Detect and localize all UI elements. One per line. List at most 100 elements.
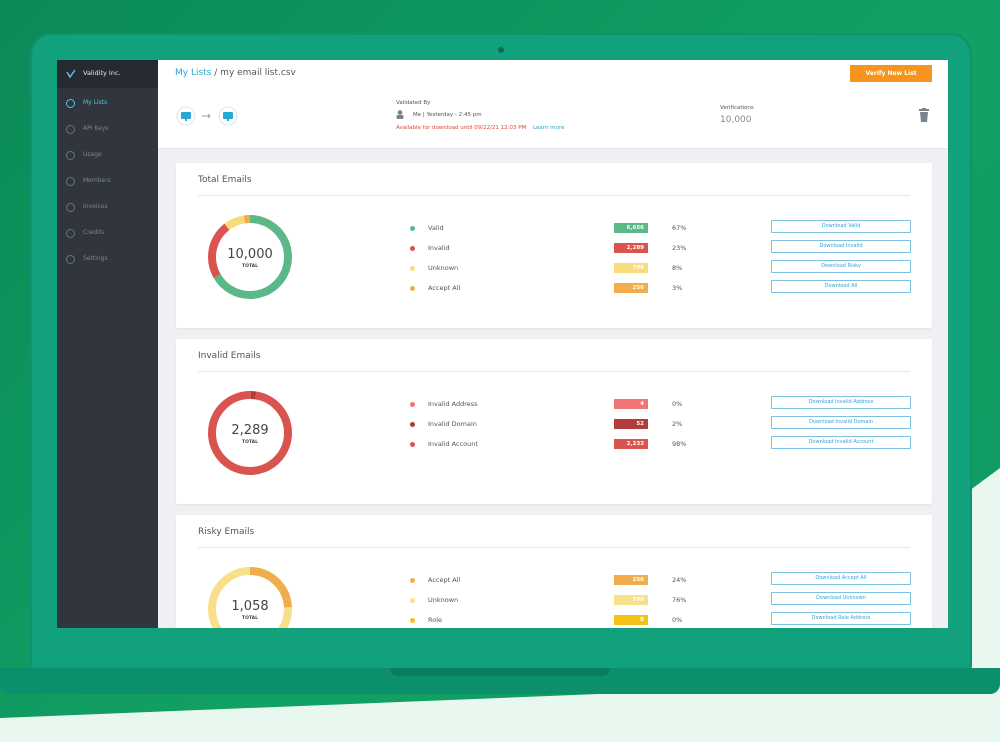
count-badge: 2,233 bbox=[614, 439, 648, 449]
donut-total-caption: TOTAL bbox=[242, 440, 258, 445]
legend-dot bbox=[410, 266, 415, 271]
donut-total-caption: TOTAL bbox=[242, 616, 258, 621]
donut-total: 1,058 bbox=[231, 599, 269, 614]
download-button[interactable]: Download All bbox=[771, 280, 911, 293]
download-button[interactable]: Download Invalid Domain bbox=[771, 416, 911, 429]
donut-total: 2,289 bbox=[231, 423, 269, 438]
menu-icon bbox=[66, 177, 75, 186]
breadcrumb-separator: / bbox=[214, 68, 218, 78]
validated-by: Me | Yesterday - 2:45 pm bbox=[413, 112, 482, 118]
download-button[interactable]: Download Accept All bbox=[771, 572, 911, 585]
header: My Lists / my email list.csv Verify New … bbox=[158, 60, 948, 89]
menu-item[interactable]: Settings bbox=[57, 251, 158, 269]
donut-segment bbox=[208, 215, 292, 299]
menu-icon bbox=[66, 99, 75, 108]
row-label: Accept All bbox=[428, 284, 461, 292]
laptop-notch bbox=[390, 668, 610, 676]
menu-label: Invoices bbox=[83, 203, 108, 210]
row-label: Invalid Account bbox=[428, 440, 478, 448]
count-badge: 799 bbox=[614, 595, 648, 605]
count-badge: 256 bbox=[614, 283, 648, 293]
count-badge: 0 bbox=[614, 615, 648, 625]
validated-label: Validated By bbox=[396, 100, 431, 106]
count-badge: 52 bbox=[614, 419, 648, 429]
count-badge: 4 bbox=[614, 399, 648, 409]
breadcrumb: My Lists / my email list.csv bbox=[175, 68, 296, 78]
card-title: Total Emails bbox=[198, 175, 252, 185]
count-badge: 799 bbox=[614, 263, 648, 273]
menu-item[interactable]: My Lists bbox=[57, 95, 158, 113]
donut-segment bbox=[208, 391, 292, 475]
card: Risky Emails 1,058 TOTAL Accept All 256 24% Do… bbox=[176, 515, 932, 628]
row-label: Valid bbox=[428, 224, 444, 232]
donut-total: 10,000 bbox=[227, 247, 273, 262]
card: Total Emails 10,000 TOTAL Valid 6,656 67% Down… bbox=[176, 163, 932, 328]
download-button[interactable]: Download Invalid Address bbox=[771, 396, 911, 409]
legend-dot bbox=[410, 226, 415, 231]
menu-item[interactable]: Members bbox=[57, 173, 158, 191]
menu-icon bbox=[66, 229, 75, 238]
menu-label: Settings bbox=[83, 255, 108, 262]
legend-dot bbox=[410, 578, 415, 583]
legend-dot bbox=[410, 442, 415, 447]
card-rule bbox=[198, 547, 910, 548]
menu-item[interactable]: API Keys bbox=[57, 121, 158, 139]
download-button[interactable]: Download Unknown bbox=[771, 592, 911, 605]
screen: Validity Inc. My Lists API Keys Usage Membe… bbox=[57, 60, 948, 628]
percent: 98% bbox=[672, 440, 687, 448]
donut-segment bbox=[208, 567, 292, 628]
trash-icon[interactable] bbox=[918, 108, 930, 122]
percent: 24% bbox=[672, 576, 687, 584]
row-label: Accept All bbox=[428, 576, 461, 584]
expiry-note: Available for download until 09/22/21 12… bbox=[396, 125, 527, 131]
menu-item[interactable]: Invoices bbox=[57, 199, 158, 217]
download-button[interactable]: Download Risky bbox=[771, 260, 911, 273]
card-title: Risky Emails bbox=[198, 527, 255, 537]
brand-bar: Validity Inc. bbox=[57, 60, 158, 88]
download-button[interactable]: Download Valid bbox=[771, 220, 911, 233]
brand-name: Validity Inc. bbox=[83, 69, 121, 77]
legend-dot bbox=[410, 402, 415, 407]
percent: 3% bbox=[672, 284, 683, 292]
row-label: Invalid Domain bbox=[428, 420, 477, 428]
menu-item[interactable]: Credits bbox=[57, 225, 158, 243]
menu-label: Credits bbox=[83, 229, 105, 236]
verifications-count: 10,000 bbox=[720, 115, 752, 125]
menu-label: My Lists bbox=[83, 99, 108, 106]
card: Invalid Emails 2,289 TOTAL Invalid Address 4… bbox=[176, 339, 932, 504]
menu-icon bbox=[66, 125, 75, 134]
breadcrumb-root[interactable]: My Lists bbox=[175, 68, 212, 78]
download-button[interactable]: Download Role Address bbox=[771, 612, 911, 625]
menu-label: Usage bbox=[83, 151, 102, 158]
percent: 2% bbox=[672, 420, 683, 428]
percent: 23% bbox=[672, 244, 687, 252]
verify-button[interactable]: Verify New List bbox=[850, 65, 932, 82]
donut-total-caption: TOTAL bbox=[242, 264, 258, 269]
legend-dot bbox=[410, 422, 415, 427]
legend-dot bbox=[410, 286, 415, 291]
menu-icon bbox=[66, 255, 75, 264]
download-button[interactable]: Download Invalid Account bbox=[771, 436, 911, 449]
menu-label: API Keys bbox=[83, 125, 109, 132]
menu-item[interactable]: Usage bbox=[57, 147, 158, 165]
camera bbox=[498, 47, 504, 53]
percent: 76% bbox=[672, 596, 687, 604]
user-icon bbox=[396, 110, 404, 119]
donut-chart bbox=[208, 391, 292, 475]
percent: 0% bbox=[672, 616, 683, 624]
row-label: Unknown bbox=[428, 596, 459, 604]
row-label: Role bbox=[428, 616, 443, 624]
percent: 0% bbox=[672, 400, 683, 408]
card-rule bbox=[198, 371, 910, 372]
row-label: Invalid bbox=[428, 244, 450, 252]
count-badge: 6,656 bbox=[614, 223, 648, 233]
download-button[interactable]: Download Invalid bbox=[771, 240, 911, 253]
learn-more-link[interactable]: Learn more bbox=[533, 125, 565, 131]
sidebar: Validity Inc. My Lists API Keys Usage Membe… bbox=[57, 60, 158, 628]
brand-logo bbox=[66, 69, 76, 79]
card-title: Invalid Emails bbox=[198, 351, 261, 361]
card-rule bbox=[198, 195, 910, 196]
row-label: Unknown bbox=[428, 264, 459, 272]
breadcrumb-file: my email list.csv bbox=[220, 68, 296, 78]
